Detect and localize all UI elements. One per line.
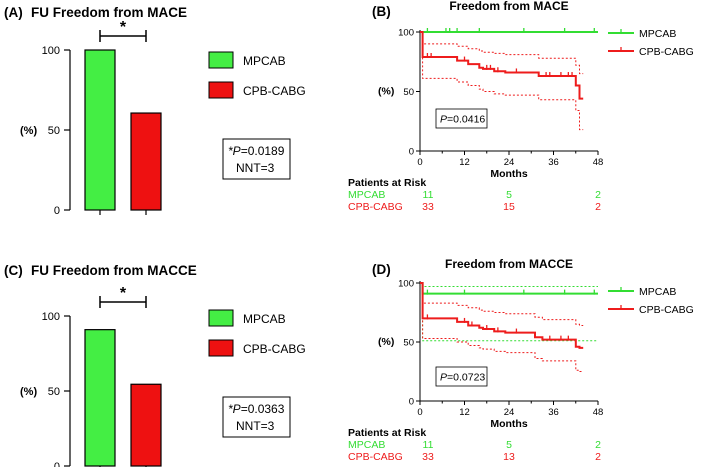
legend-label: CPB-CABG — [243, 84, 306, 98]
y-tick-label: 0 — [409, 397, 414, 408]
bar-cpb-cabg — [130, 112, 162, 211]
risk-value: 15 — [503, 201, 515, 213]
significance-star: * — [120, 19, 127, 36]
y-tick-label: 0 — [409, 147, 414, 158]
risk-value: 2 — [595, 439, 601, 451]
p-label: P — [440, 372, 447, 384]
y-tick-label: 100 — [42, 45, 60, 57]
p-value: =0.0363 — [241, 402, 285, 416]
nnt-text: NNT=3 — [236, 419, 275, 433]
risk-value: 2 — [595, 201, 601, 213]
risk-value: 33 — [422, 451, 434, 463]
p-label: P — [440, 114, 447, 126]
risk-row-label: CPB-CABG — [348, 201, 403, 213]
legend-swatch — [208, 339, 234, 357]
panel-label: (C) — [4, 263, 23, 278]
x-tick-label: 12 — [459, 157, 470, 168]
pvalue-box — [435, 108, 488, 129]
pvalue-text: P=0.0416 — [440, 114, 485, 126]
x-tick-label: 0 — [417, 157, 422, 168]
risk-row-label: CPB-CABG — [348, 451, 403, 463]
y-tick-label: 50 — [48, 386, 60, 398]
legend-label: MPCAB — [243, 312, 286, 326]
risk-value: 11 — [423, 189, 434, 201]
bar-mpcab — [84, 49, 116, 211]
risk-table-title: Patients at Risk — [348, 427, 426, 439]
x-axis-label: Months — [490, 418, 527, 430]
legend-label: MPCAB — [639, 286, 676, 298]
risk-value: 13 — [503, 451, 515, 463]
y-tick-label: 50 — [403, 87, 414, 98]
pvalue-text: P=0.0723 — [440, 372, 485, 384]
legend-swatch — [208, 81, 234, 99]
risk-value: 2 — [595, 451, 601, 463]
x-tick-label: 0 — [417, 407, 422, 418]
series-cpb-cabg — [420, 31, 584, 100]
x-tick-label: 36 — [548, 407, 559, 418]
p-value-text: *P=0.0363 — [228, 402, 285, 416]
x-axis-label: Months — [490, 168, 527, 180]
y-axis-label: (%) — [20, 125, 37, 137]
legend-label: MPCAB — [243, 54, 286, 68]
legend-label: CPB-CABG — [243, 342, 306, 356]
bar-mpcab — [84, 329, 116, 467]
x-tick-label: 24 — [504, 157, 515, 168]
panel-label: (A) — [4, 5, 23, 20]
panel-label: (B) — [372, 4, 391, 19]
panel-title: Freedom from MACE — [449, 0, 568, 13]
p-value-text: *P=0.0189 — [228, 144, 285, 158]
panel-title: FU Freedom from MACCE — [31, 263, 197, 278]
risk-row-label: MPCAB — [348, 439, 385, 451]
series-mpcab-upper-ci — [420, 282, 598, 287]
p-label: *P — [228, 402, 241, 416]
series-cpb-cabg-upper-ci — [420, 31, 584, 75]
risk-row-label: MPCAB — [348, 189, 385, 201]
risk-value: 5 — [506, 189, 512, 201]
significance-star: * — [120, 285, 127, 302]
panel-title: Freedom from MACCE — [445, 257, 573, 271]
pvalue-box — [435, 366, 488, 387]
series-cpb-cabg-lower-ci — [420, 282, 584, 372]
x-tick-label: 48 — [593, 157, 604, 168]
risk-table-title: Patients at Risk — [348, 177, 426, 189]
stats-box — [222, 396, 291, 438]
y-tick-label: 100 — [42, 311, 60, 323]
risk-value: 2 — [595, 189, 601, 201]
series-cpb-cabg-upper-ci — [420, 282, 584, 326]
p-value: =0.0416 — [447, 114, 485, 126]
nnt-text: NNT=3 — [236, 161, 275, 175]
panel-title: FU Freedom from MACE — [31, 5, 187, 20]
y-tick-label: 0 — [54, 461, 60, 467]
panel-label: (D) — [372, 262, 391, 277]
risk-value: 33 — [422, 201, 434, 213]
y-tick-label: 0 — [54, 205, 60, 217]
x-tick-label: 12 — [459, 407, 470, 418]
legend-label: CPB-CABG — [639, 46, 694, 58]
x-tick-label: 24 — [504, 407, 515, 418]
stats-box — [222, 138, 291, 180]
y-tick-label: 100 — [398, 279, 414, 290]
series-cpb-cabg-lower-ci — [420, 31, 584, 131]
series-cpb-cabg — [420, 282, 584, 349]
p-label: *P — [228, 144, 241, 158]
risk-value: 11 — [423, 439, 434, 451]
risk-value: 5 — [506, 439, 512, 451]
y-tick-label: 50 — [403, 338, 414, 349]
legend-label: CPB-CABG — [639, 304, 694, 316]
p-value: =0.0723 — [447, 372, 485, 384]
series-mpcab — [420, 282, 598, 295]
legend-swatch — [208, 51, 234, 69]
legend-swatch — [208, 309, 234, 327]
x-tick-label: 48 — [593, 407, 604, 418]
y-axis-label: (%) — [378, 336, 394, 348]
p-value: =0.0189 — [241, 144, 285, 158]
x-tick-label: 36 — [548, 157, 559, 168]
bar-cpb-cabg — [130, 383, 162, 467]
y-tick-label: 50 — [48, 125, 60, 137]
y-tick-label: 100 — [398, 28, 414, 39]
y-axis-label: (%) — [20, 386, 37, 398]
legend-label: MPCAB — [639, 28, 676, 40]
y-axis-label: (%) — [378, 86, 394, 98]
